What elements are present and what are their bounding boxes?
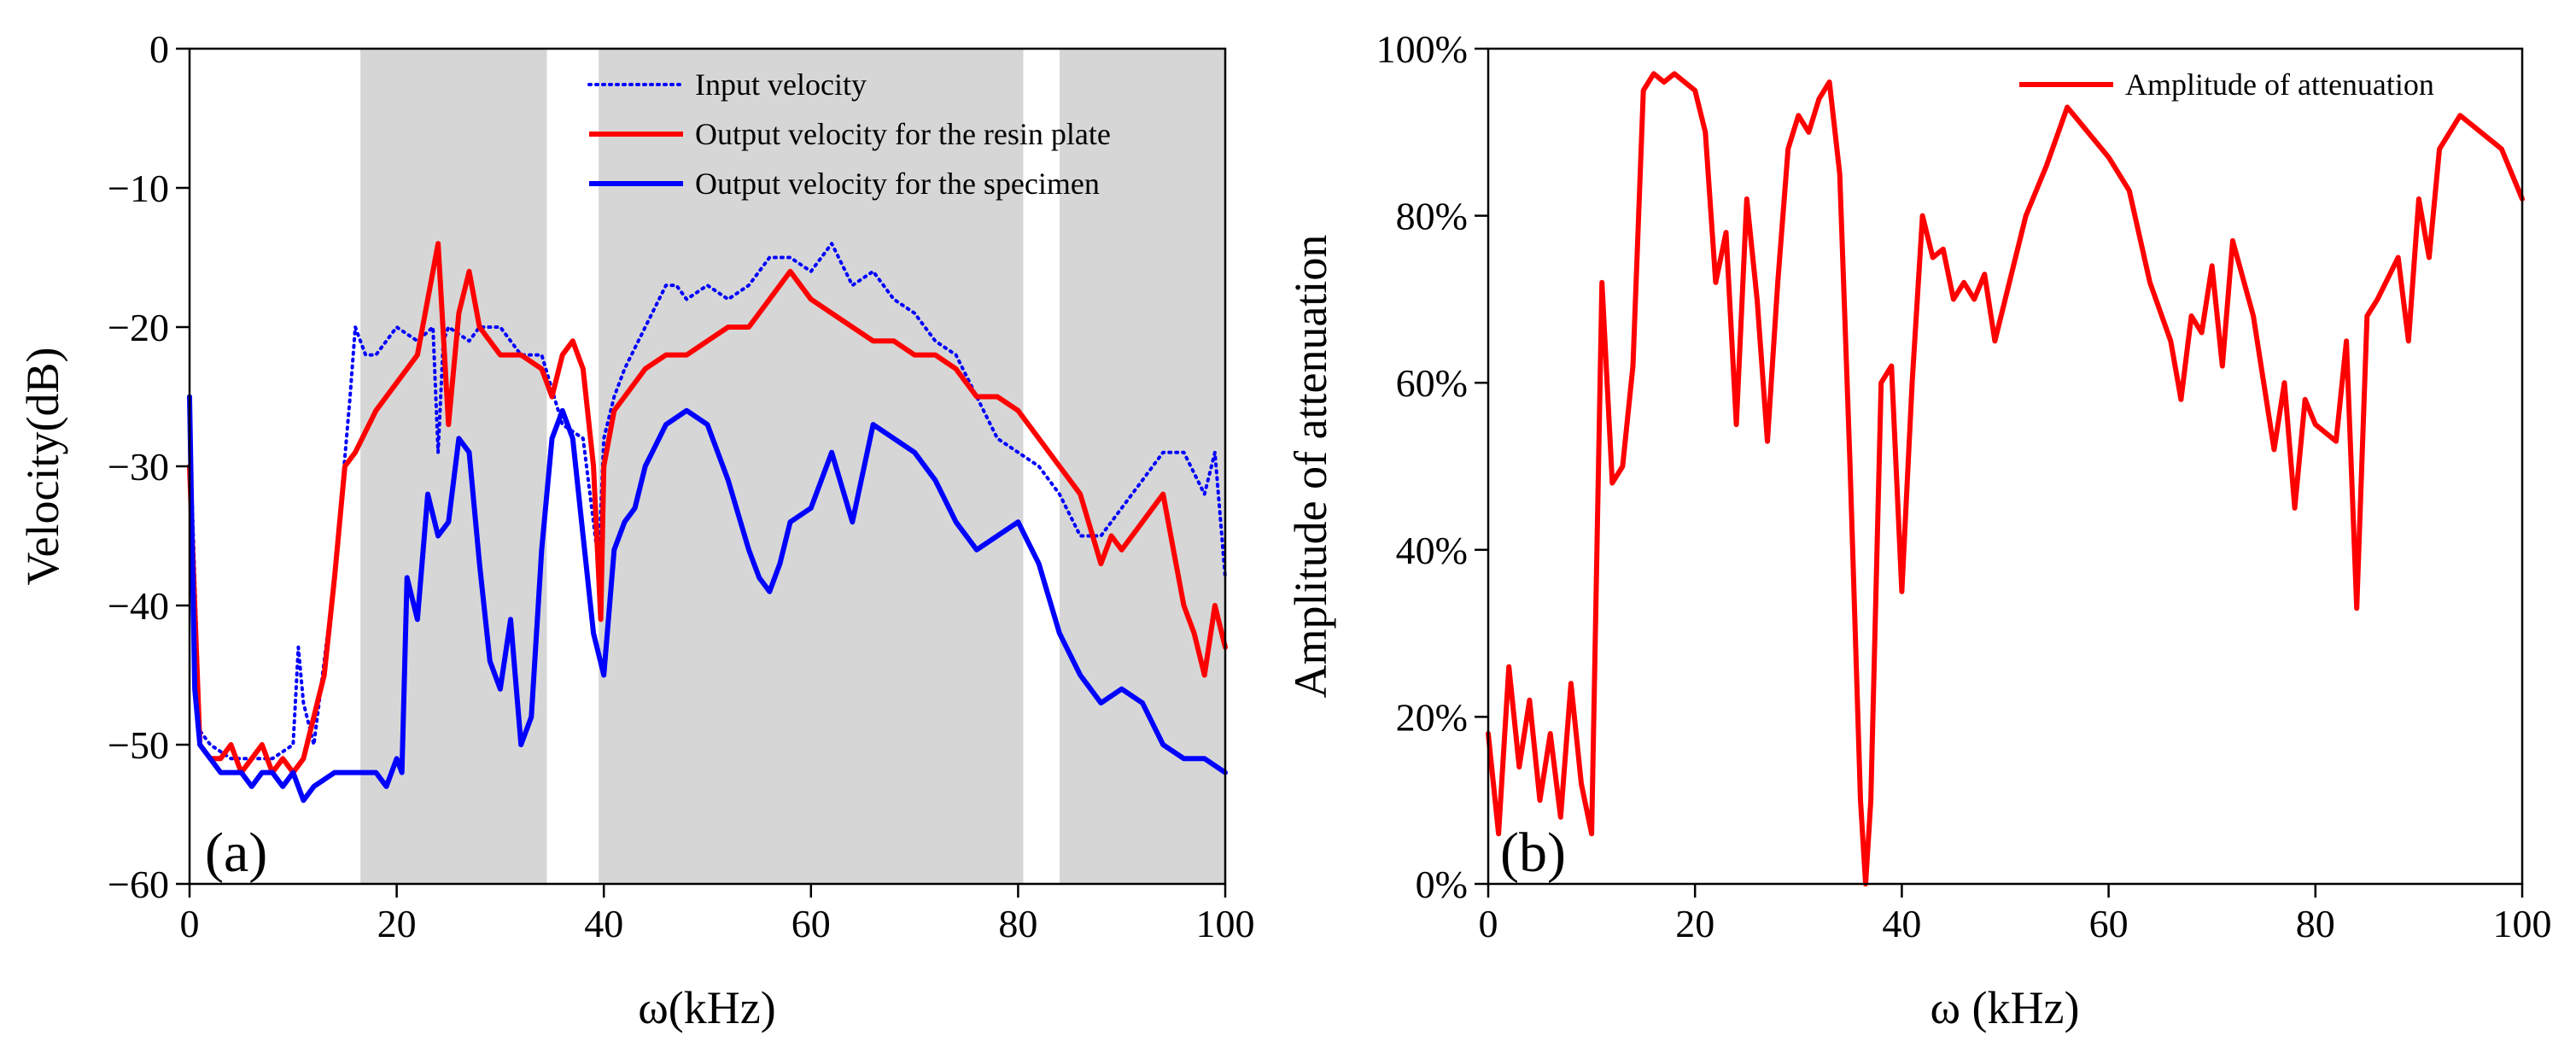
panel-a-tag: (a) — [205, 822, 267, 884]
panel-a-series-output-velocity-for-the-specimen — [187, 394, 1228, 804]
panel-a-x-tick-label: 40 — [584, 902, 623, 945]
panel-a-y-axis-title: Velocity(dB) — [17, 348, 68, 586]
panel-a-y-tick-label: −20 — [108, 306, 169, 349]
panel-b-x-tick-label: 40 — [1882, 902, 1921, 945]
panel-b-y-tick-label: 0% — [1416, 863, 1468, 906]
panel-a-velocity-chart: 0 20 40 60 80 100 0 −10 −20 −30 −40 −50 −60 ω(kHz) V… — [17, 27, 1255, 1033]
panel-a-shaded-bands — [360, 49, 1225, 884]
panel-b-y-axis-title: Amplitude of attenuation — [1285, 235, 1336, 699]
panel-a-x-tick-label: 0 — [180, 902, 200, 945]
panel-b-y-tick-label: 80% — [1396, 195, 1468, 238]
panel-b-x-tick-label: 60 — [2089, 902, 2129, 945]
panel-b-plot-frame — [1487, 47, 2524, 886]
panel-a-y-tick-label: −50 — [108, 723, 169, 767]
panel-b-legend-label-1: Amplitude of attenuation — [2125, 67, 2434, 102]
panel-b-legend: Amplitude of attenuation — [2019, 67, 2434, 102]
panel-a-shaded-band-2 — [599, 49, 1024, 884]
panel-a-x-tick-label: 80 — [998, 902, 1037, 945]
panel-a-series-output-velocity-for-the-resin-plate — [187, 241, 1228, 775]
panel-b-x-tick-label: 20 — [1675, 902, 1714, 945]
panel-a-x-tick-label: 20 — [377, 902, 417, 945]
panel-a-y-tick-label: −30 — [108, 445, 169, 488]
panel-b-y-tick-label: 60% — [1396, 361, 1468, 405]
panel-a-legend-label-1: Input velocity — [695, 67, 867, 102]
panel-b-x-tick-label: 80 — [2296, 902, 2335, 945]
panel-a-y-tick-label: −40 — [108, 584, 169, 628]
panel-b-attenuation-chart: 0 20 40 60 80 100 0% 20% 40% 60% 80% 100% ω (kHz) A… — [1285, 27, 2552, 1033]
panel-a-y-tick-label: −10 — [108, 167, 169, 210]
panel-a-legend-label-2: Output velocity for the resin plate — [695, 117, 1111, 151]
panel-b-series-group — [1486, 71, 2525, 886]
panel-b-ticks: 0 20 40 60 80 100 0% 20% 40% 60% 80% 100% — [1376, 27, 2552, 945]
panel-a-x-axis-title: ω(kHz) — [638, 982, 775, 1033]
panel-b-series-amplitude-of-attenuation — [1486, 71, 2525, 886]
panel-a-legend-label-3: Output velocity for the specimen — [695, 167, 1100, 201]
panel-a-y-tick-label: −60 — [108, 863, 169, 906]
panel-b-tag: (b) — [1500, 822, 1566, 884]
panel-a-x-tick-label: 60 — [791, 902, 831, 945]
panel-b-y-tick-label: 100% — [1376, 27, 1468, 71]
panel-b-y-tick-label: 20% — [1396, 695, 1468, 739]
panel-b-x-axis-title: ω (kHz) — [1931, 982, 2080, 1033]
panel-b-x-tick-label: 0 — [1479, 902, 1498, 945]
panel-a-ticks: 0 20 40 60 80 100 0 −10 −20 −30 −40 −50 −60 — [108, 27, 1254, 945]
panel-a-legend: Input velocity Output velocity for the re… — [587, 67, 1111, 201]
panel-a-x-tick-label: 100 — [1196, 902, 1255, 945]
panel-a-shaded-band-3 — [1059, 49, 1225, 884]
panel-a-y-tick-label: 0 — [149, 27, 169, 71]
panel-b-x-tick-label: 100 — [2493, 902, 2552, 945]
panel-a-series-group — [187, 241, 1228, 804]
panel-b-y-tick-label: 40% — [1396, 529, 1468, 572]
